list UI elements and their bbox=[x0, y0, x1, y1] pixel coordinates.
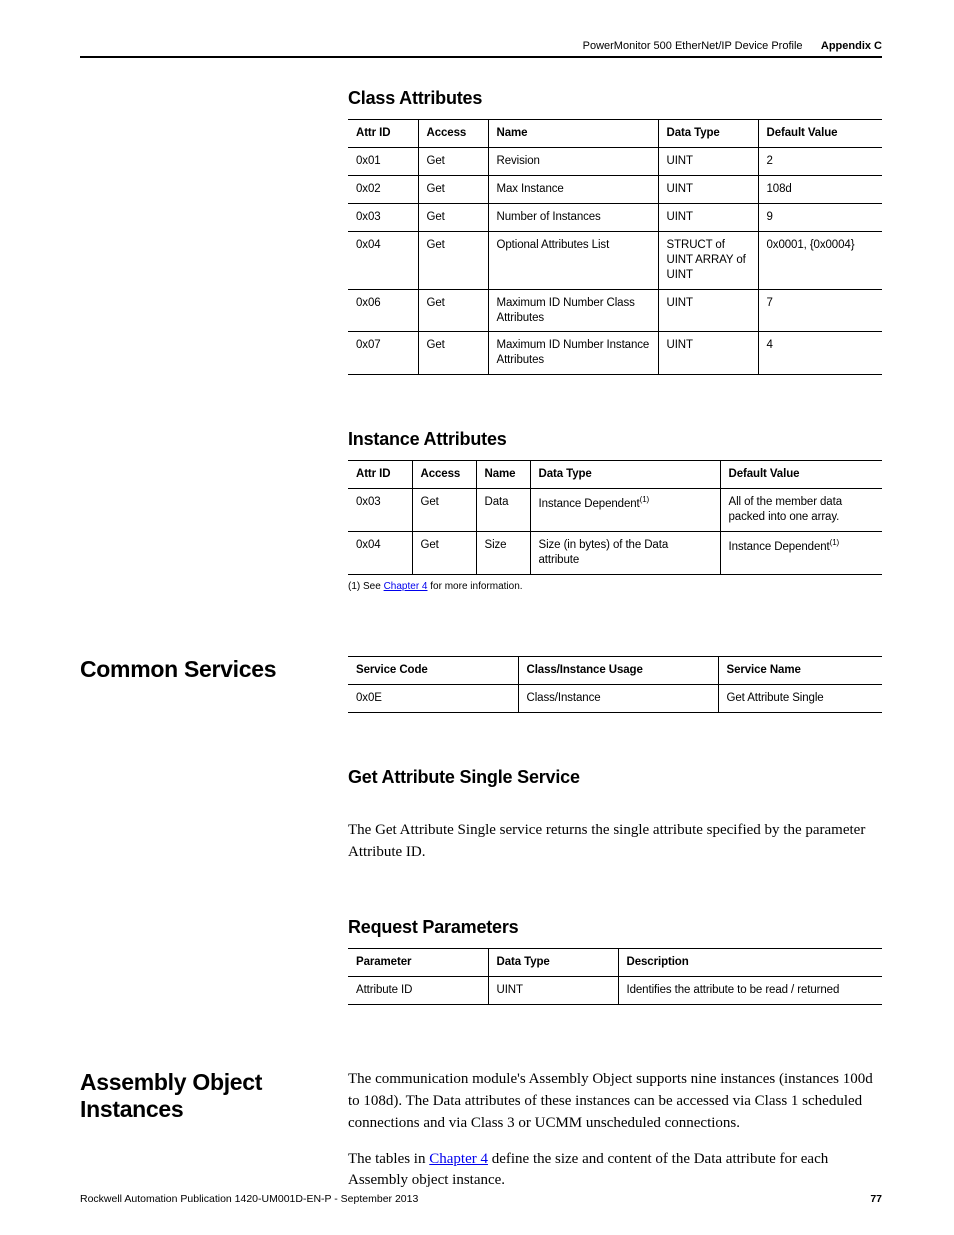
col-header: Class/Instance Usage bbox=[518, 657, 718, 685]
chapter-link[interactable]: Chapter 4 bbox=[429, 1151, 488, 1167]
common-services-table: Service Code Class/Instance Usage Servic… bbox=[348, 656, 882, 713]
footnote: (1) See Chapter 4 for more information. bbox=[348, 581, 882, 592]
instance-attributes-table: Attr ID Access Name Data Type Default Va… bbox=[348, 460, 882, 575]
assembly-body-1: The communication module's Assembly Obje… bbox=[348, 1069, 882, 1134]
col-header: Name bbox=[488, 120, 658, 148]
col-header: Data Type bbox=[530, 461, 720, 489]
table-row: 0x01GetRevisionUINT2 bbox=[348, 147, 882, 175]
instance-attributes-heading: Instance Attributes bbox=[348, 429, 882, 450]
page: PowerMonitor 500 EtherNet/IP Device Prof… bbox=[0, 0, 954, 1235]
table-row: 0x0E Class/Instance Get Attribute Single bbox=[348, 684, 882, 712]
col-header: Data Type bbox=[658, 120, 758, 148]
chapter-link[interactable]: Chapter 4 bbox=[384, 581, 428, 592]
appendix-label: Appendix C bbox=[821, 40, 882, 52]
table-row: 0x04 Get Size Size (in bytes) of the Dat… bbox=[348, 532, 882, 575]
col-header: Default Value bbox=[758, 120, 882, 148]
col-header: Data Type bbox=[488, 949, 618, 977]
col-header: Attr ID bbox=[348, 461, 412, 489]
common-services-section: Common Services Service Code Class/Insta… bbox=[80, 656, 882, 713]
col-header: Access bbox=[418, 120, 488, 148]
footnote-ref: (1) bbox=[830, 538, 839, 547]
request-parameters-section: Request Parameters Parameter Data Type D… bbox=[80, 917, 882, 1005]
table-row: 0x07GetMaximum ID Number Instance Attrib… bbox=[348, 332, 882, 375]
table-row: 0x04GetOptional Attributes ListSTRUCT of… bbox=[348, 231, 882, 289]
table-header-row: Attr ID Access Name Data Type Default Va… bbox=[348, 461, 882, 489]
assembly-body-2: The tables in Chapter 4 define the size … bbox=[348, 1149, 882, 1193]
col-header: Parameter bbox=[348, 949, 488, 977]
doc-title: PowerMonitor 500 EtherNet/IP Device Prof… bbox=[583, 40, 803, 52]
publication-info: Rockwell Automation Publication 1420-UM0… bbox=[80, 1193, 418, 1205]
common-services-heading: Common Services bbox=[80, 656, 348, 683]
class-attributes-section: Class Attributes Attr ID Access Name Dat… bbox=[80, 88, 882, 375]
col-header: Service Code bbox=[348, 657, 518, 685]
col-header: Access bbox=[412, 461, 476, 489]
assembly-object-instances-section: Assembly Object Instances The communicat… bbox=[80, 1069, 882, 1206]
get-attribute-single-heading: Get Attribute Single Service bbox=[348, 767, 882, 788]
table-row: Attribute ID UINT Identifies the attribu… bbox=[348, 977, 882, 1005]
table-header-row: Service Code Class/Instance Usage Servic… bbox=[348, 657, 882, 685]
page-footer: Rockwell Automation Publication 1420-UM0… bbox=[80, 1193, 882, 1205]
table-row: 0x03 Get Data Instance Dependent(1) All … bbox=[348, 489, 882, 532]
class-attributes-table: Attr ID Access Name Data Type Default Va… bbox=[348, 119, 882, 375]
col-header: Attr ID bbox=[348, 120, 418, 148]
table-row: 0x06GetMaximum ID Number Class Attribute… bbox=[348, 289, 882, 332]
page-number: 77 bbox=[870, 1193, 882, 1205]
request-parameters-heading: Request Parameters bbox=[348, 917, 882, 938]
table-header-row: Attr ID Access Name Data Type Default Va… bbox=[348, 120, 882, 148]
table-row: 0x03GetNumber of InstancesUINT9 bbox=[348, 203, 882, 231]
assembly-object-instances-heading: Assembly Object Instances bbox=[80, 1069, 348, 1123]
col-header: Description bbox=[618, 949, 882, 977]
get-attribute-single-body: The Get Attribute Single service returns… bbox=[348, 820, 882, 864]
table-row: 0x02GetMax InstanceUINT108d bbox=[348, 175, 882, 203]
col-header: Service Name bbox=[718, 657, 882, 685]
request-parameters-table: Parameter Data Type Description Attribut… bbox=[348, 948, 882, 1005]
footnote-ref: (1) bbox=[640, 495, 649, 504]
class-attributes-heading: Class Attributes bbox=[348, 88, 882, 109]
col-header: Default Value bbox=[720, 461, 882, 489]
instance-attributes-section: Instance Attributes Attr ID Access Name … bbox=[80, 429, 882, 592]
table-header-row: Parameter Data Type Description bbox=[348, 949, 882, 977]
top-rule bbox=[80, 56, 882, 58]
running-header: PowerMonitor 500 EtherNet/IP Device Prof… bbox=[80, 40, 882, 52]
col-header: Name bbox=[476, 461, 530, 489]
get-attribute-single-section: Get Attribute Single Service The Get Att… bbox=[80, 767, 882, 878]
